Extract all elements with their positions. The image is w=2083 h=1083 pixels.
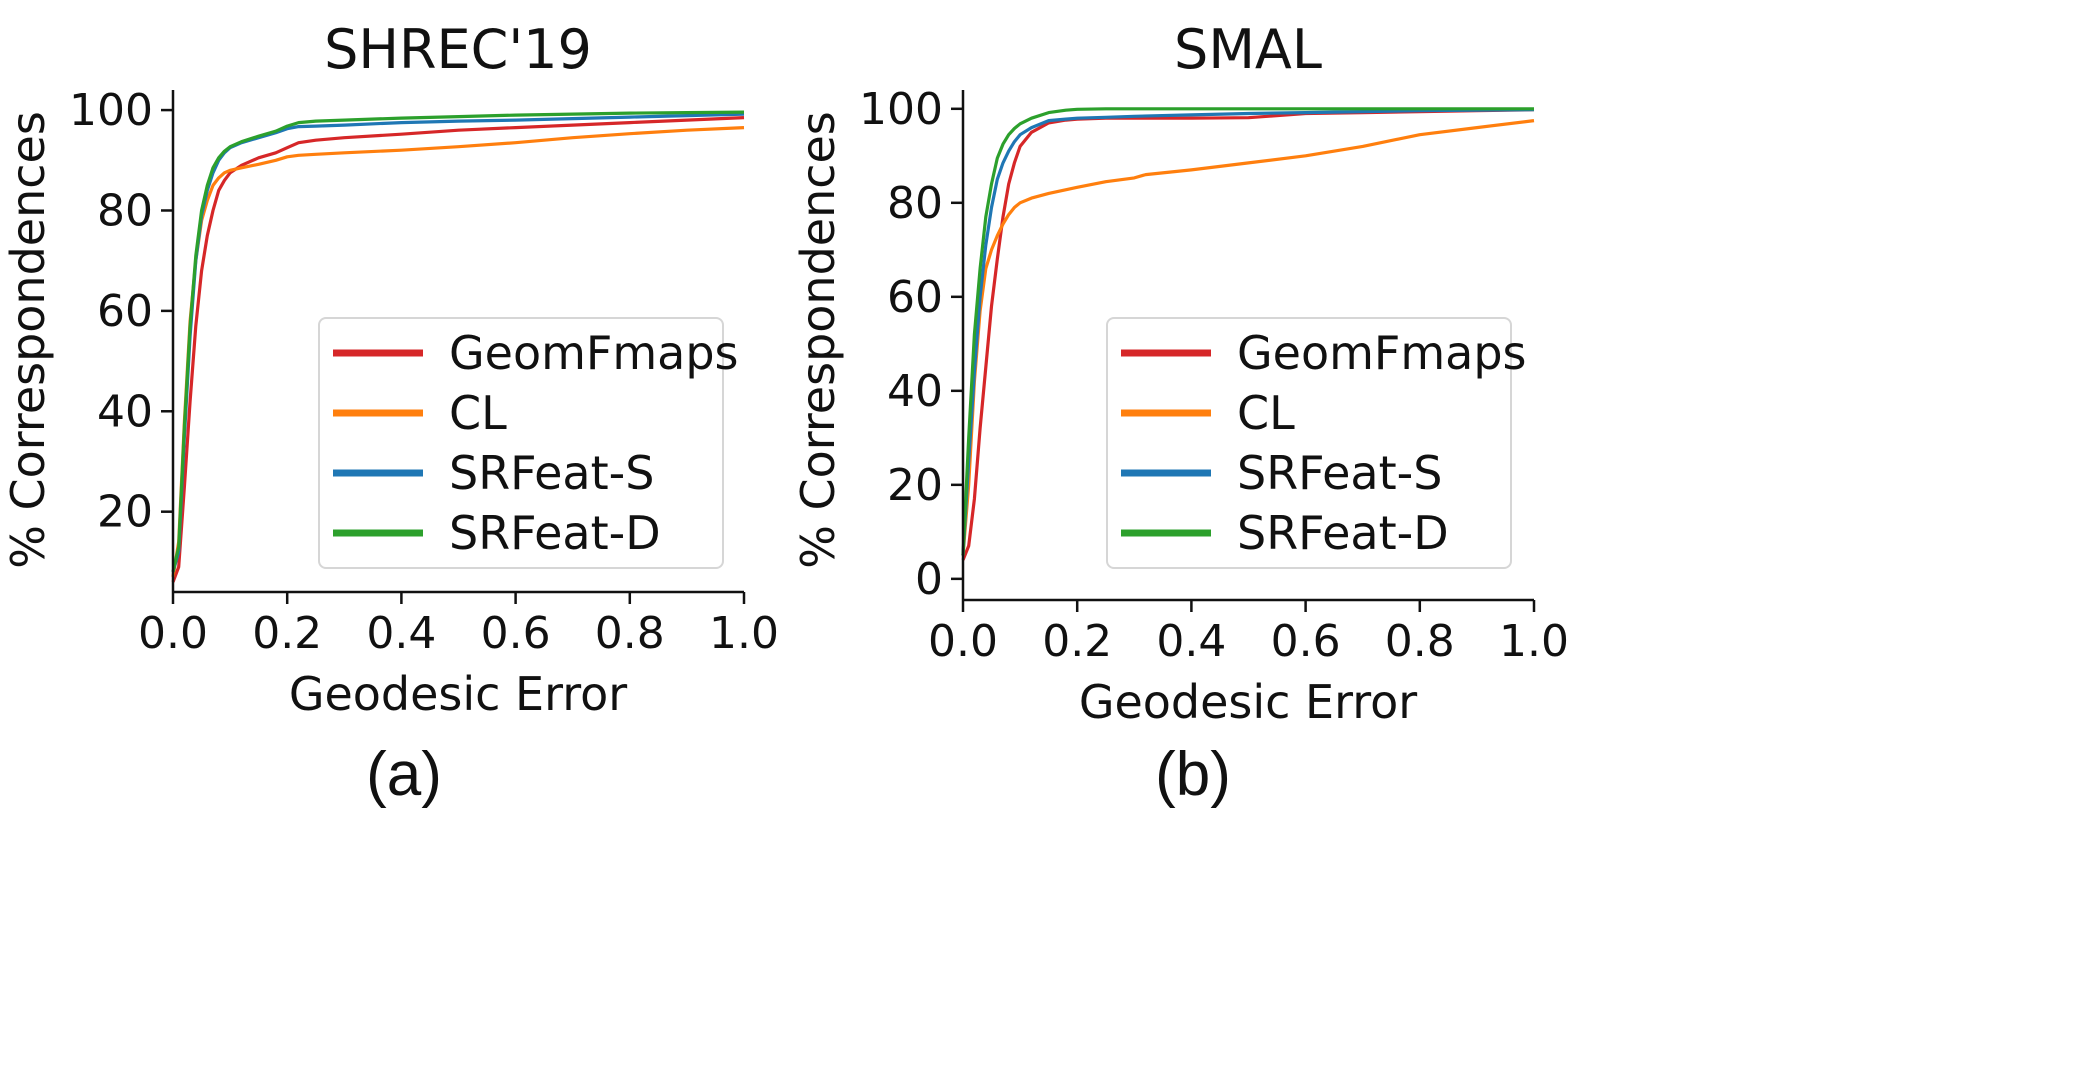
y-tick-label: 40 [97,386,153,437]
y-axis-label: % Correspondences [1,111,55,569]
x-tick-label: 0.0 [138,608,208,659]
panel-label: (b) [1155,740,1231,809]
chart-title: SHREC'19 [324,18,592,81]
chart-title: SMAL [1174,18,1322,81]
x-tick-label: 0.4 [366,608,436,659]
legend-box [318,317,724,569]
legend-label: SRFeat-S [1237,446,1442,500]
series-line-srfeat-s [961,108,1535,556]
legend-label: GeomFmaps [449,326,739,380]
legend-label: SRFeat-D [1237,506,1449,560]
legend-box [1106,317,1512,569]
legend-label: CL [449,386,507,440]
legend-label: SRFeat-D [449,506,661,560]
y-tick-label: 60 [97,286,153,337]
x-axis-label: Geodesic Error [1079,675,1417,729]
series-line-cl [961,119,1535,556]
x-tick-label: 0.6 [481,608,551,659]
y-tick-label: 60 [887,272,943,323]
x-tick-label: 0.8 [1385,616,1455,667]
x-axis-label: Geodesic Error [289,667,627,721]
x-tick-label: 0.0 [928,616,998,667]
legend-label: CL [1237,386,1295,440]
panel-label: (a) [366,740,442,809]
chart-panel-shrec19: SHREC'19 0.0 0.2 0.4 0.6 0.8 1.0 20 40 60 80 100 Geo… [1,18,779,809]
y-tick-label: 20 [97,487,153,538]
legend-label: GeomFmaps [1237,326,1527,380]
x-tick-label: 0.2 [252,608,322,659]
legend-label: SRFeat-S [449,446,654,500]
y-tick-label: 100 [859,84,943,135]
x-tick-label: 0.2 [1042,616,1112,667]
x-tick-label: 0.6 [1271,616,1341,667]
series-line-geomfmaps [171,116,745,583]
x-tick-label: 0.8 [595,608,665,659]
y-tick-label: 80 [97,185,153,236]
x-tick-label: 1.0 [709,608,779,659]
series-line-srfeat-d [961,107,1534,556]
y-tick-label: 80 [887,178,943,229]
y-tick-label: 100 [69,85,153,136]
y-tick-label: 0 [915,554,943,605]
chart-panel-smal: SMAL 0.0 0.2 0.4 0.6 0.8 1.0 0 20 40 60 80 100 Geodes… [791,18,1569,809]
series-line-srfeat-d [171,110,745,573]
x-tick-label: 1.0 [1499,616,1569,667]
x-tick-label: 0.4 [1156,616,1226,667]
y-tick-label: 20 [887,460,943,511]
y-axis-label: % Correspondences [791,111,845,569]
y-tick-label: 40 [887,366,943,417]
